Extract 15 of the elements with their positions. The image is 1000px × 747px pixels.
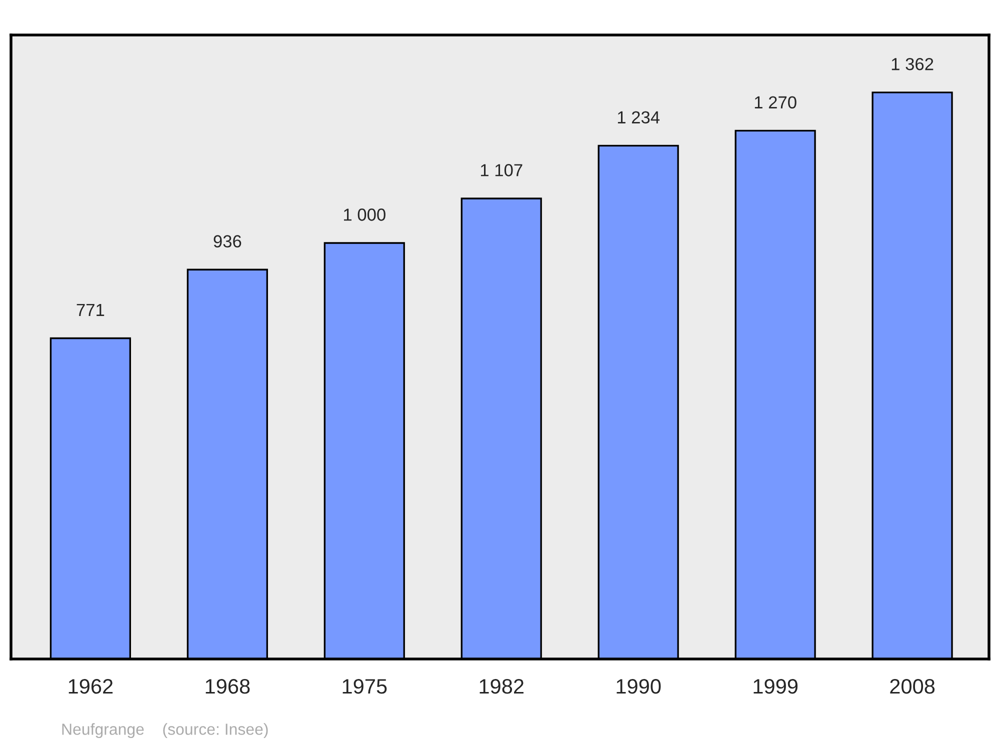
data-label: 936 [214,235,242,248]
text: Neufgrange (source: Insee) [62,723,268,738]
x-tick-label: 1962 [68,678,113,694]
x-tick-label: 1968 [206,678,250,694]
x-tick-label: 1990 [616,678,661,694]
x-tick-label: 1982 [480,678,524,694]
x-tick-label: 1999 [754,678,798,694]
data-label: 1 270 [754,96,796,109]
data-label: 1 234 [618,111,660,124]
data-label: 1 362 [892,58,934,70]
data-label: 1 107 [480,164,522,176]
x-tick-label: 1975 [342,678,387,694]
data-label: 1 000 [344,208,386,221]
data-label: 771 [76,304,104,316]
x-tick-label: 2008 [890,678,935,694]
